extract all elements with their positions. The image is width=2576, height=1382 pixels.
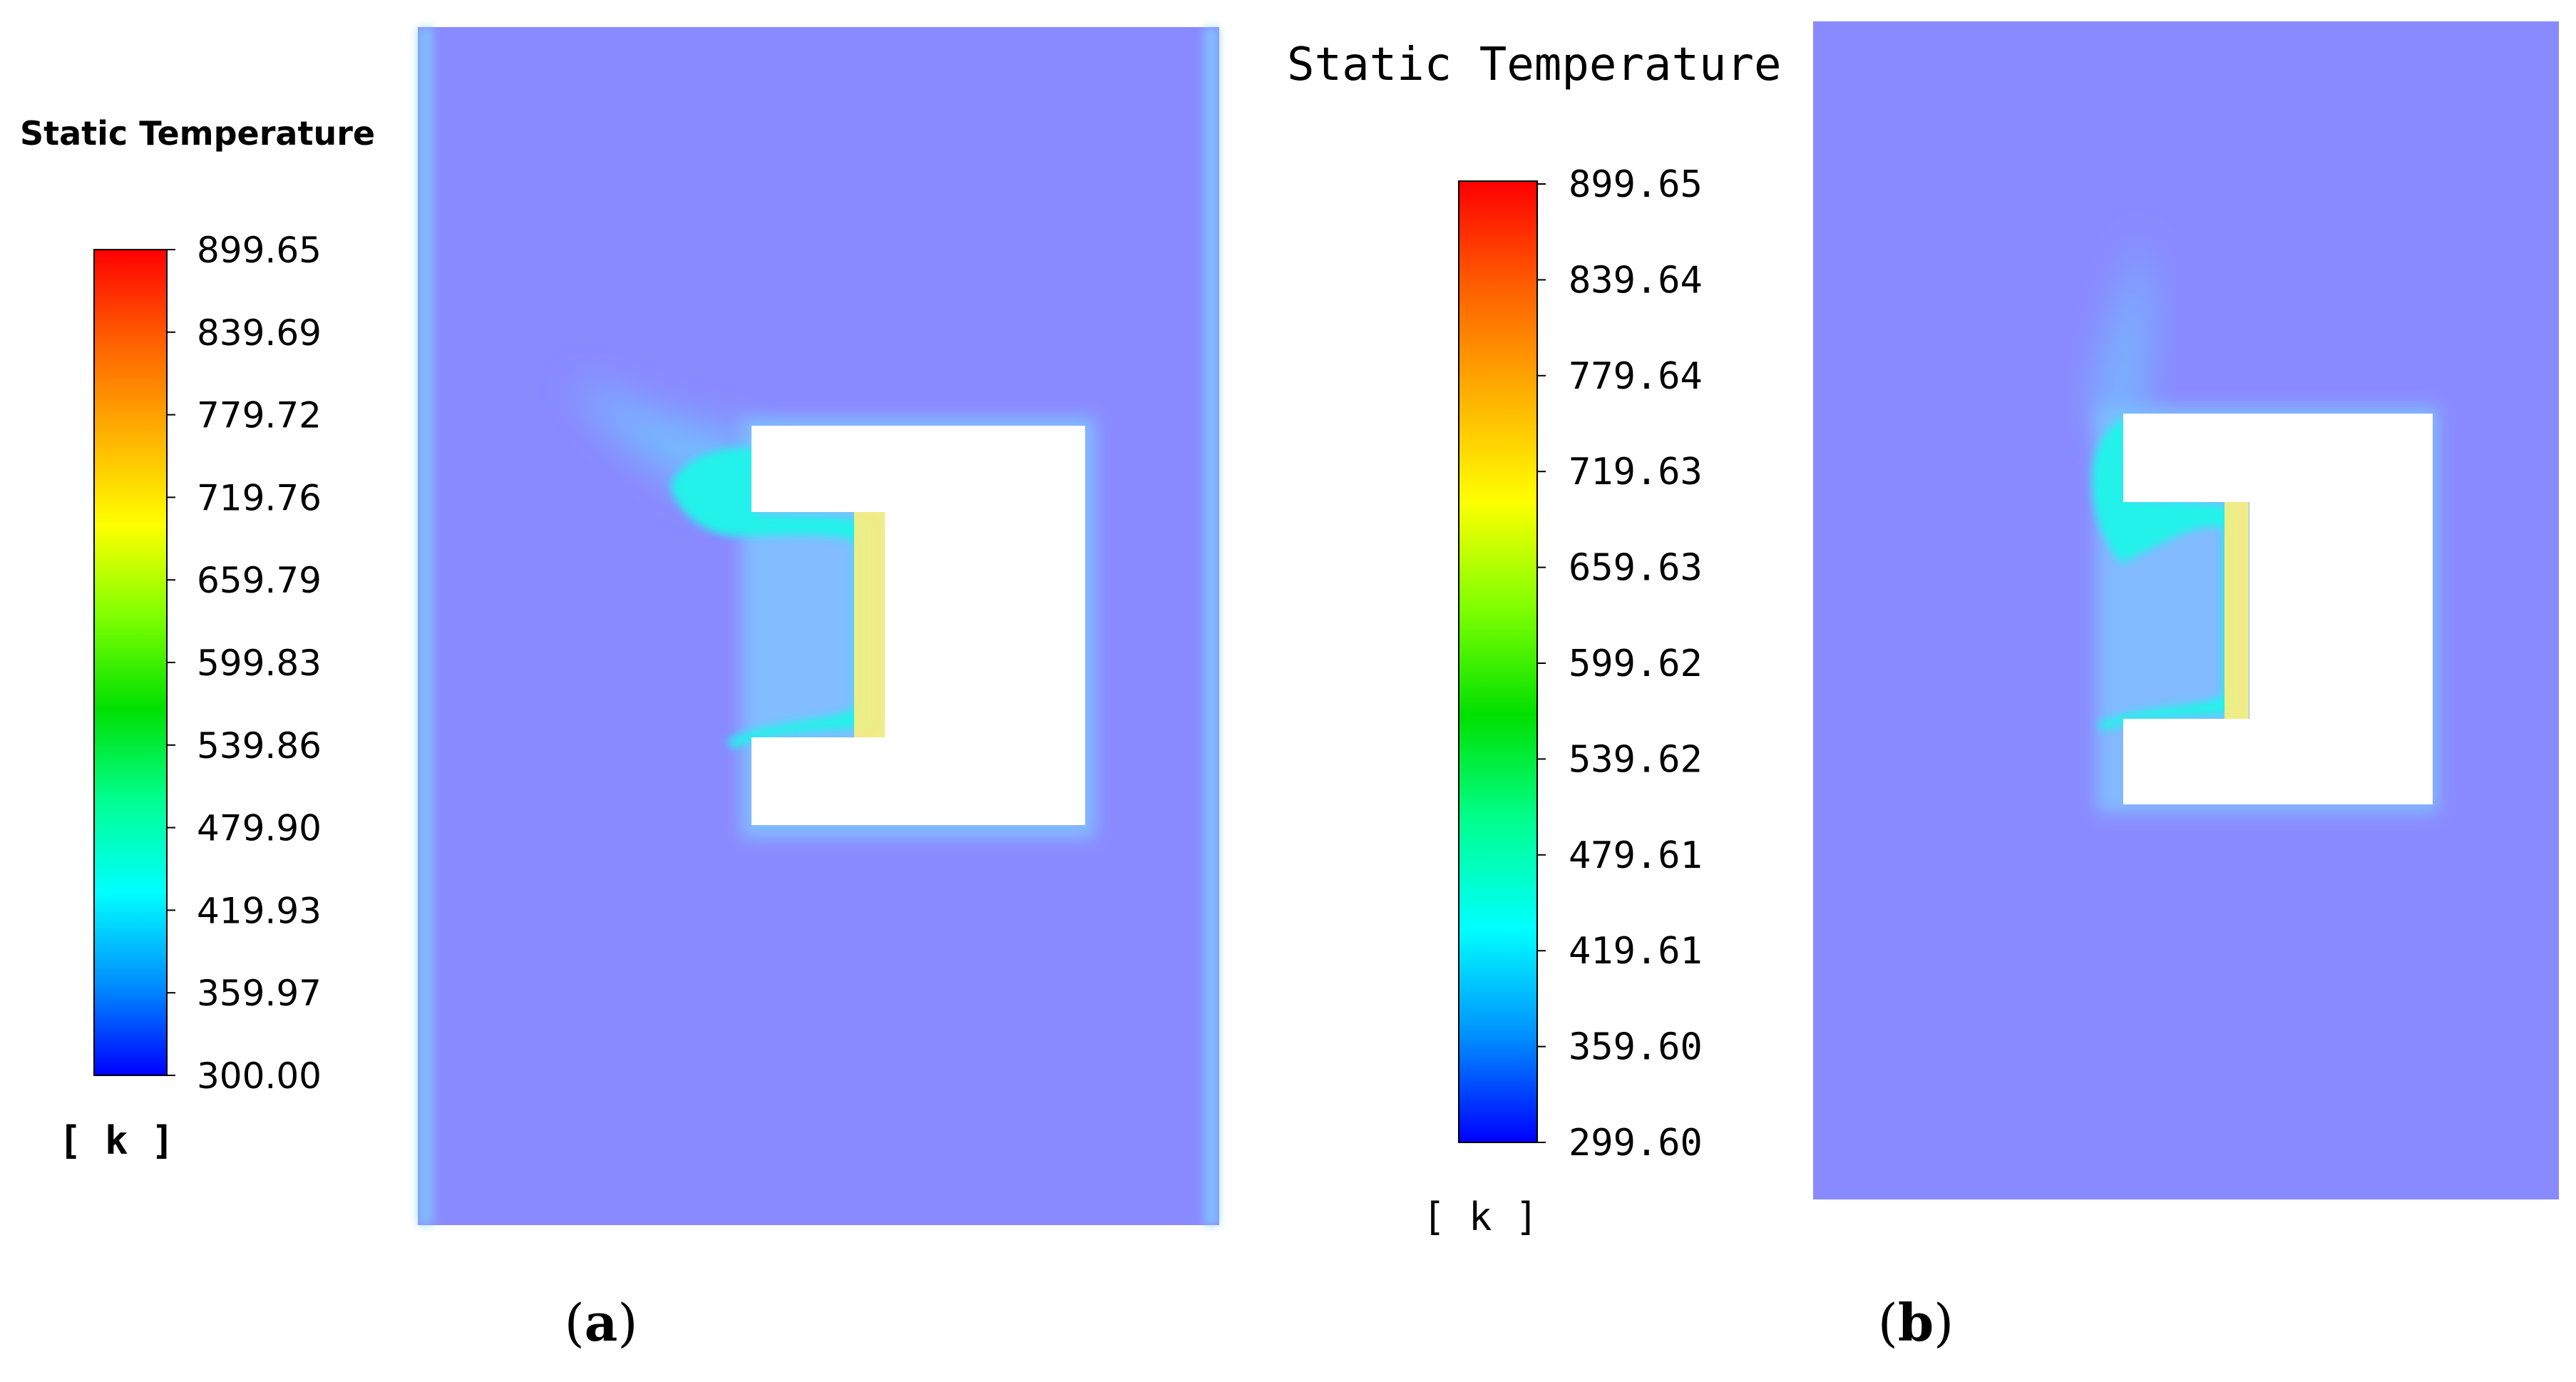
hot-edge-a [854,512,886,737]
legend-unit-b: [ k ] [1422,1194,1539,1239]
colorbar-tick-label: 719.63 [1569,451,1703,493]
right-wall-glow-a [1204,27,1219,1225]
colorbar-tick-label: 899.65 [1569,163,1703,206]
colorbar-tick-label: 539.86 [197,725,322,767]
colorbar-tick-label: 479.90 [197,808,322,849]
hot-edge-b [2225,499,2249,720]
colorbar-tick-label: 779.72 [197,395,322,436]
colorbar-tick-label: 899.65 [197,230,322,271]
panel-a: Static Temperature 899.65 839.69 779.72 719… [20,27,1219,1353]
left-wall-glow-a [418,27,433,1225]
colorbar-tick-label: 599.83 [197,643,322,684]
plume-core-a [670,447,871,749]
solid-block-a [751,426,1085,825]
contour-domain-b [1813,21,2559,1199]
colorbar-tick-label: 719.76 [197,477,322,518]
colorbar-tick-label: 839.64 [1569,259,1703,302]
legend-a: Static Temperature 899.65 839.69 779.72 719… [20,114,375,1163]
colorbar-tick-label: 479.61 [1569,834,1703,877]
legend-b: Static Temperature 899.65 839.64 779.64 719… [1287,39,1782,1239]
colorbar-tick-label: 659.63 [1569,547,1703,590]
colorbar-ticks-b: 899.65 839.64 779.64 719.63 659.63 599.62 539.… [1537,163,1703,1165]
colorbar-ticks-a: 899.65 839.69 779.72 719.76 659.79 599.83 539.… [167,230,322,1097]
colorbar-tick-label: 539.62 [1569,738,1703,781]
colorbar-tick-label: 779.64 [1569,355,1703,398]
contour-domain-a [418,27,1219,1225]
colorbar-tick-label: 419.93 [197,890,322,931]
colorbar-tick-label: 359.60 [1569,1026,1703,1069]
colorbar-tick-label: 300.00 [197,1055,322,1097]
legend-title-b: Static Temperature [1287,39,1782,91]
colorbar-b [1458,180,1538,1143]
colorbar-tick-label: 839.69 [197,312,322,354]
plume-core-b [2092,417,2237,731]
colorbar-tick-label: 659.79 [197,560,322,601]
colorbar-tick-label: 599.62 [1569,643,1703,685]
legend-title-a: Static Temperature [20,114,375,153]
colorbar-tick-label: 299.60 [1569,1122,1703,1165]
colorbar-tick-label: 419.61 [1569,930,1703,973]
panel-label-a: (a) [565,1292,638,1353]
legend-unit-a: [ k ] [58,1118,175,1163]
panel-b: Static Temperature 899.65 839.64 779.64 719… [1287,21,2559,1353]
hot-plume-b [2095,235,2150,456]
solid-block-b [2123,414,2433,804]
panel-label-b: (b) [1878,1292,1954,1353]
colorbar-tick-label: 359.97 [197,973,322,1014]
colorbar-a [93,249,168,1076]
